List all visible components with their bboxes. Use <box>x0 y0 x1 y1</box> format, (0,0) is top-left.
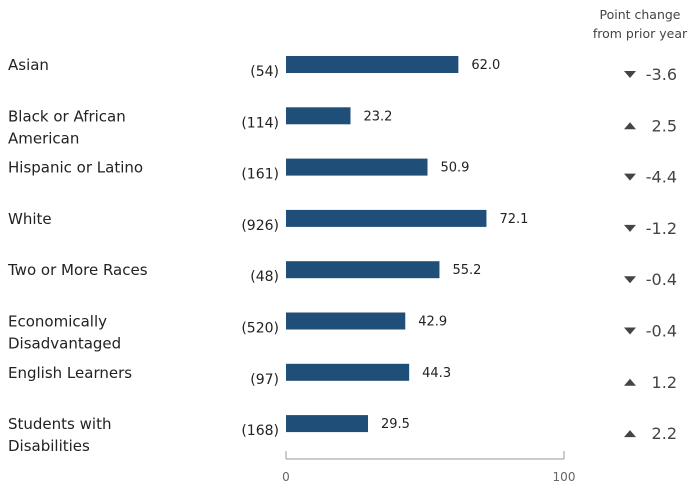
x-tick-label: 0 <box>282 470 290 484</box>
triangle-down-icon <box>624 173 636 181</box>
triangle-up-icon <box>624 122 636 130</box>
chart-row: Black or African American (114) 23.2 2.5 <box>8 107 677 147</box>
bar <box>286 312 406 330</box>
chart-row: White (926) 72.1 -1.2 <box>8 209 677 238</box>
value-label: 42.9 <box>418 315 447 330</box>
change-header-line: Point change <box>599 7 680 22</box>
value-label: 62.0 <box>471 58 500 73</box>
bar <box>286 107 351 125</box>
bar <box>286 56 459 73</box>
value-label: 72.1 <box>499 212 528 227</box>
change-header-line: from prior year <box>593 26 688 41</box>
value-label: 44.3 <box>422 366 451 381</box>
x-axis: 0 100 <box>282 451 575 484</box>
x-tick-label: 100 <box>553 470 576 484</box>
value-label: 23.2 <box>363 109 392 124</box>
change-label: -0.4 <box>646 270 677 289</box>
count-label: (520) <box>241 321 279 337</box>
triangle-down-icon <box>624 71 636 78</box>
category-label: Disadvantaged <box>8 335 121 353</box>
triangle-up-icon <box>624 430 636 438</box>
value-label: 55.2 <box>452 263 481 278</box>
category-label: Asian <box>8 56 49 74</box>
count-label: (48) <box>250 269 279 285</box>
category-label: Hispanic or Latino <box>8 159 143 177</box>
bar <box>286 363 410 381</box>
count-label: (114) <box>241 115 279 131</box>
count-label: (926) <box>241 218 279 234</box>
category-label: American <box>8 129 79 147</box>
category-label: English Learners <box>8 364 132 382</box>
bar <box>286 261 440 279</box>
category-label: Economically <box>8 313 107 331</box>
category-label: Black or African <box>8 107 126 125</box>
bar <box>286 209 487 227</box>
change-label: 2.5 <box>652 116 677 135</box>
triangle-down-icon <box>624 327 636 335</box>
change-header: Point change from prior year <box>593 7 688 41</box>
count-label: (161) <box>241 167 279 183</box>
triangle-down-icon <box>624 224 636 232</box>
chart-row: Students with Disabilities (168) 29.5 2.2 <box>8 415 677 455</box>
count-label: (168) <box>241 423 279 439</box>
change-label: 1.2 <box>652 373 677 392</box>
triangle-down-icon <box>624 276 636 284</box>
change-label: 2.2 <box>652 424 677 443</box>
category-label: Disabilities <box>8 437 90 455</box>
chart-row: English Learners (97) 44.3 1.2 <box>8 363 677 392</box>
value-label: 29.5 <box>381 417 410 432</box>
value-label: 50.9 <box>441 161 470 176</box>
category-label: White <box>8 210 52 228</box>
chart-row: Two or More Races (48) 55.2 -0.4 <box>7 261 677 289</box>
chart-row: Asian (54) 62.0 -3.6 <box>8 56 677 84</box>
category-label: Students with <box>8 415 111 433</box>
change-label: -0.4 <box>646 322 677 341</box>
bar <box>286 415 369 433</box>
change-label: -3.6 <box>646 65 677 84</box>
chart-row: Hispanic or Latino (161) 50.9 -4.4 <box>8 158 677 187</box>
change-label: -4.4 <box>646 168 677 187</box>
bar <box>286 158 428 176</box>
count-label: (97) <box>250 372 279 388</box>
chart-rows: Asian (54) 62.0 -3.6 Black or African America… <box>7 56 677 455</box>
chart-row: Economically Disadvantaged (520) 42.9 -0.4 <box>8 312 677 353</box>
count-label: (54) <box>250 64 279 80</box>
category-label: Two or More Races <box>7 261 148 279</box>
triangle-up-icon <box>624 378 636 386</box>
change-label: -1.2 <box>646 219 677 238</box>
